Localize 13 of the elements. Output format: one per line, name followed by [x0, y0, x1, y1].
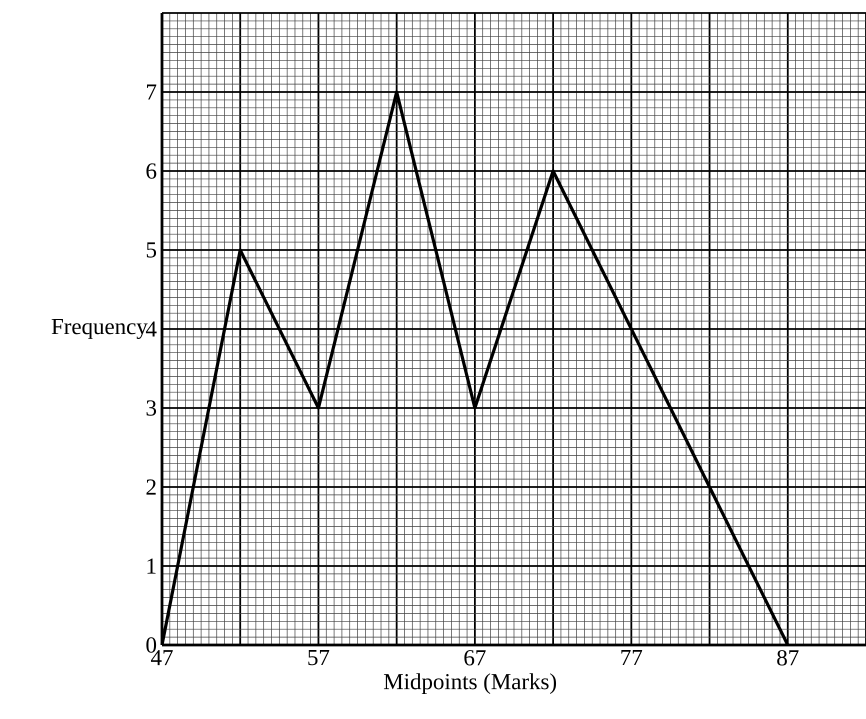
y-tick-label: 1	[147, 558, 156, 574]
y-tick-label: 5	[146, 242, 156, 258]
y-tick-label: 3	[146, 400, 156, 416]
y-tick-label: 6	[146, 163, 156, 179]
x-tick-label: 67	[464, 650, 486, 666]
x-tick-label: 87	[777, 650, 799, 666]
x-tick-label: 57	[308, 650, 330, 666]
y-tick-label: 4	[146, 321, 157, 337]
y-tick-label: 2	[146, 479, 156, 495]
y-axis-title: Frequency	[52, 319, 148, 339]
x-tick-label: 77	[621, 650, 642, 666]
x-axis-title: Midpoints (Marks)	[384, 673, 556, 694]
y-tick-label: 7	[146, 84, 156, 100]
